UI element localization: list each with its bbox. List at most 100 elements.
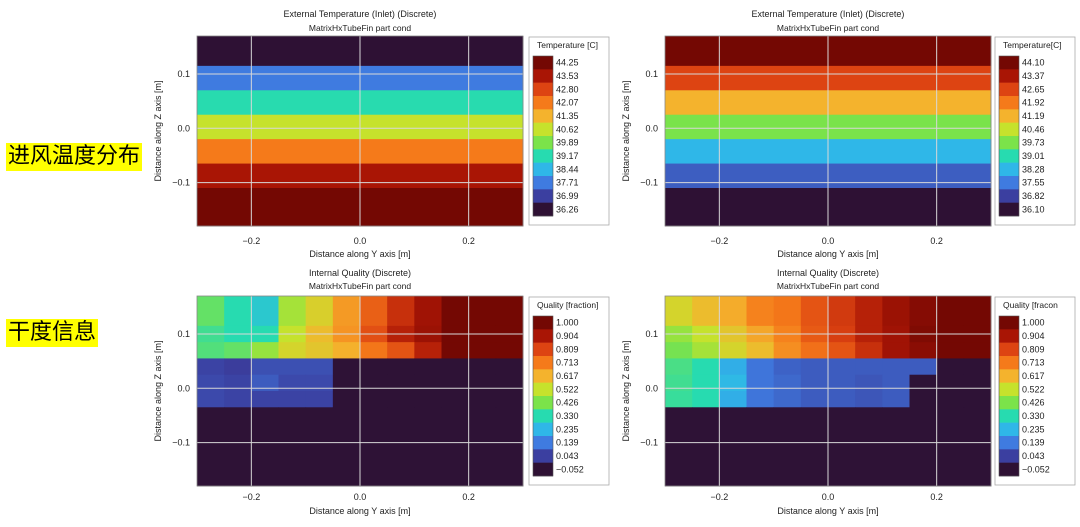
heatmap-cell: [855, 358, 883, 376]
heatmap-cell: [414, 391, 442, 408]
colorbar-tick-label: 0.330: [556, 411, 579, 421]
heatmap-cell: [692, 358, 720, 376]
heatmap-cell: [495, 358, 524, 376]
heatmap-cell: [224, 358, 252, 376]
colorbar-swatch: [999, 82, 1019, 97]
heatmap-cell: [278, 407, 307, 487]
colorbar-tick-label: 0.522: [1022, 384, 1045, 394]
heatmap-cell: [224, 342, 252, 359]
colorbar-tick-label: 43.37: [1022, 71, 1045, 81]
colorbar-tick-label: 0.235: [1022, 424, 1045, 434]
chart-subtitle: MatrixHxTubeFin part cond: [309, 281, 411, 291]
y-tick-label: 0.0: [177, 123, 190, 133]
heatmap-cell: [387, 358, 415, 376]
heatmap-cell: [773, 342, 802, 359]
heatmap-cell: [387, 342, 415, 359]
heatmap-cell: [305, 374, 334, 392]
heatmap-cell: [251, 407, 279, 487]
heatmap-cell: [936, 407, 965, 487]
heatmap-cell: [414, 358, 442, 376]
x-tick-label: 0.0: [822, 236, 835, 246]
heatmap-cell: [332, 374, 361, 392]
colorbar-tick-label: 0.904: [1022, 331, 1045, 341]
heatmap-cell: [414, 296, 442, 327]
colorbar-swatch: [999, 449, 1019, 463]
heatmap-cell: [746, 391, 775, 408]
colorbar-tick-label: 0.043: [1022, 451, 1045, 461]
heatmap-cell: [332, 407, 361, 487]
heatmap-cell: [963, 391, 992, 408]
colorbar-swatch: [999, 96, 1019, 110]
heatmap-cell: [773, 374, 802, 392]
heatmap-cell: [936, 342, 965, 359]
heatmap-cell: [692, 374, 720, 392]
heatmap-cell: [665, 391, 693, 408]
heatmap-cell: [773, 296, 802, 327]
heatmap-cell: [855, 296, 883, 327]
chart-subtitle: MatrixHxTubeFin part cond: [309, 23, 411, 33]
heatmap-cell: [936, 358, 965, 376]
heatmap-cell: [719, 296, 747, 327]
colorbar-tick-label: 41.35: [556, 111, 579, 121]
colorbar-tick-label: 0.617: [556, 371, 579, 381]
heatmap-cell: [197, 342, 225, 359]
heatmap-cell: [251, 391, 279, 408]
colorbar-tick-label: 36.26: [556, 204, 579, 214]
heatmap-cell: [963, 358, 992, 376]
heatmap-cell: [909, 391, 938, 408]
plot-frame: [664, 35, 992, 227]
colorbar-title: Temperature [C]: [537, 40, 598, 50]
heatmap-cell: [800, 407, 829, 487]
heatmap-cell: [224, 296, 252, 327]
heatmap-cell: [692, 296, 720, 327]
colorbar-swatch: [999, 462, 1019, 477]
colorbar-tick-label: 0.426: [1022, 398, 1045, 408]
heatmap-cell: [936, 296, 965, 327]
colorbar-swatch: [999, 176, 1019, 190]
colorbar-swatch: [999, 162, 1019, 177]
heatmap-cell: [360, 374, 388, 392]
y-tick-label: 0.1: [645, 329, 658, 339]
heatmap-cell: [197, 374, 225, 392]
colorbar-tick-label: 41.92: [1022, 98, 1045, 108]
plot-frame: [196, 35, 524, 227]
heatmap-cell: [305, 296, 334, 327]
colorbar-tick-label: 39.01: [1022, 151, 1045, 161]
heatmap-cell: [665, 407, 693, 487]
heatmap-cell: [665, 342, 693, 359]
heatmap-cell: [665, 374, 693, 392]
heatmap-cell: [305, 391, 334, 408]
heatmap-cell: [468, 296, 497, 327]
heatmap-cell: [414, 374, 442, 392]
heatmap-cell: [332, 391, 361, 408]
chart-title: Internal Quality (Discrete): [309, 268, 411, 278]
heatmap-cell: [278, 374, 307, 392]
x-tick-label: 0.2: [462, 492, 475, 502]
heatmap-cell: [360, 296, 388, 327]
colorbar-tick-label: 39.89: [556, 138, 579, 148]
heatmap-cell: [360, 358, 388, 376]
heatmap-cell: [305, 407, 334, 487]
colorbar-swatch: [999, 189, 1019, 203]
y-tick-label: −0.1: [172, 438, 190, 448]
colorbar-swatch: [533, 162, 553, 177]
colorbar-tick-label: 1.000: [556, 318, 579, 328]
colorbar-swatch: [533, 202, 553, 217]
x-tick-label: −0.2: [710, 492, 728, 502]
heatmap-cell: [909, 374, 938, 392]
colorbar-swatch: [533, 82, 553, 97]
y-axis-label: Distance along Z axis [m]: [621, 340, 631, 441]
x-tick-label: −0.2: [710, 236, 728, 246]
colorbar-tick-label: 0.522: [556, 384, 579, 394]
colorbar-tick-label: 0.043: [556, 451, 579, 461]
heatmap-cell: [719, 358, 747, 376]
colorbar-tick-label: 0.139: [1022, 438, 1045, 448]
colorbar-title: Temperature[C]: [1003, 40, 1062, 50]
heatmap-cell: [909, 296, 938, 327]
colorbar-swatch: [533, 96, 553, 110]
colorbar-tick-label: 39.73: [1022, 138, 1045, 148]
colorbar-swatch: [533, 136, 553, 150]
heatmap-cell: [828, 342, 856, 359]
y-tick-label: −0.1: [640, 178, 658, 188]
heatmap-cell: [882, 358, 910, 376]
